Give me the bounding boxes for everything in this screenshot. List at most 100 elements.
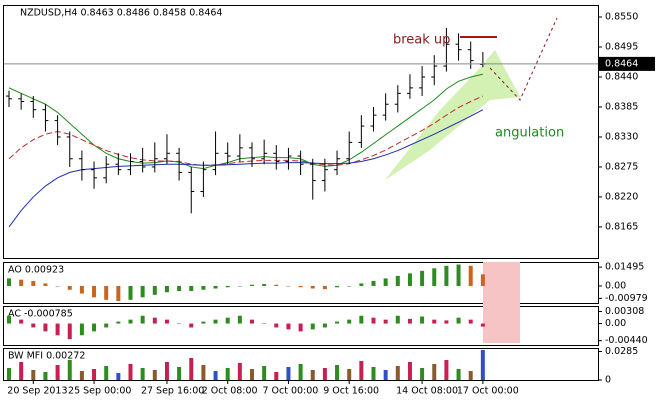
x-tick-label: 7 Oct 00:00	[262, 386, 318, 397]
moving-average	[8, 109, 484, 228]
histogram-bar	[444, 265, 449, 286]
histogram-bar	[237, 363, 242, 380]
histogram-bar	[480, 323, 485, 327]
histogram-bar	[432, 268, 437, 286]
y-tick-label: -0.00440	[605, 335, 648, 346]
histogram-bar	[55, 285, 60, 287]
y-tick-label: 0.8220	[605, 191, 638, 202]
histogram-bar	[201, 321, 206, 324]
histogram-bar	[31, 370, 36, 380]
moving-average	[8, 73, 483, 170]
projection-line	[489, 17, 558, 101]
histogram-bar	[298, 364, 303, 380]
histogram-bar	[128, 285, 133, 300]
histogram-bar	[286, 323, 291, 330]
y-tick-label: -0.00979	[605, 293, 648, 304]
histogram-bar	[104, 366, 109, 380]
histogram-bar	[432, 319, 437, 324]
histogram-bar	[274, 323, 279, 328]
histogram-bar	[213, 319, 218, 324]
x-tick-label: 17 Oct 00:00	[457, 386, 519, 397]
histogram-bar	[164, 285, 169, 293]
wedge-highlight	[385, 50, 520, 180]
histogram-bar	[201, 285, 206, 290]
highlight-box	[483, 262, 520, 343]
histogram-bar	[347, 319, 352, 324]
x-tick-label: 9 Oct 16:00	[323, 386, 379, 397]
histogram-bar	[250, 284, 254, 286]
histogram-bar	[262, 366, 267, 380]
histogram-bar	[79, 285, 84, 294]
histogram-bar	[371, 280, 376, 286]
histogram-bar	[298, 285, 303, 288]
histogram-bar	[152, 317, 157, 324]
histogram-bar	[322, 368, 327, 380]
y-tick-label: 0.8330	[605, 131, 638, 142]
histogram-bar	[7, 368, 11, 380]
histogram-bar	[213, 285, 218, 289]
histogram-bar	[116, 321, 121, 324]
histogram-bar	[213, 371, 218, 380]
histogram-bar	[371, 367, 376, 380]
histogram-bar	[335, 365, 340, 380]
histogram-bar	[383, 278, 388, 286]
histogram-bar	[116, 373, 121, 380]
histogram-bar	[262, 323, 267, 325]
histogram-bar	[7, 278, 11, 286]
histogram-bar	[407, 318, 412, 324]
histogram-bar	[359, 283, 364, 286]
histogram-bar	[480, 274, 485, 286]
histogram-bar	[177, 323, 182, 325]
histogram-bar	[43, 283, 48, 286]
histogram-bar	[67, 360, 72, 380]
histogram-bar	[359, 315, 364, 324]
x-tick-label: 27 Sep 16:00	[141, 386, 204, 397]
histogram-bar	[189, 323, 194, 328]
histogram-bar	[128, 319, 133, 324]
histogram-bar	[359, 361, 364, 380]
histogram-bar	[456, 317, 461, 324]
histogram-bar	[92, 369, 97, 380]
histogram-bar	[250, 369, 254, 380]
histogram-bar	[444, 360, 449, 380]
histogram-bar	[468, 371, 473, 380]
histogram-bar	[407, 362, 412, 380]
ac-panel-frame	[3, 306, 599, 346]
histogram-bar	[189, 285, 194, 292]
histogram-bar	[420, 316, 425, 324]
histogram-bar	[395, 315, 400, 324]
last-price-box	[599, 56, 655, 71]
histogram-bar	[395, 366, 400, 380]
y-tick-label: 0.00	[605, 280, 626, 291]
histogram-bar	[468, 319, 473, 324]
y-tick-label: 0.00	[605, 318, 626, 329]
y-tick-label: 0.8385	[605, 101, 638, 112]
histogram-bar	[140, 285, 145, 298]
histogram-bar	[164, 362, 169, 380]
histogram-bar	[140, 315, 145, 324]
y-tick-label: 0.01495	[605, 262, 644, 273]
histogram-bar	[31, 323, 36, 328]
histogram-bar	[347, 285, 352, 287]
histogram-bar	[128, 364, 133, 380]
histogram-bar	[335, 285, 340, 288]
histogram-bar	[371, 317, 376, 324]
histogram-bar	[335, 321, 340, 324]
histogram-bar	[7, 315, 11, 324]
histogram-bar	[468, 265, 473, 286]
histogram-bar	[286, 367, 291, 380]
histogram-bar	[322, 323, 327, 328]
histogram-bar	[19, 279, 24, 286]
histogram-bar	[79, 323, 84, 336]
panel-title: NZDUSD,H4 0.8463 0.8486 0.8458 0.8464	[20, 8, 222, 19]
histogram-bar	[43, 323, 48, 332]
histogram-bar	[225, 285, 230, 288]
histogram-bar	[420, 270, 425, 286]
panel-title: BW MFI 0.00272	[8, 351, 85, 362]
x-tick-label: 2 Oct 08:00	[202, 386, 258, 397]
histogram-bar	[347, 369, 352, 380]
x-tick-label: 20 Sep 2013	[7, 386, 67, 397]
histogram-bar	[456, 264, 461, 286]
histogram-bar	[104, 285, 109, 300]
histogram-bar	[383, 370, 388, 380]
